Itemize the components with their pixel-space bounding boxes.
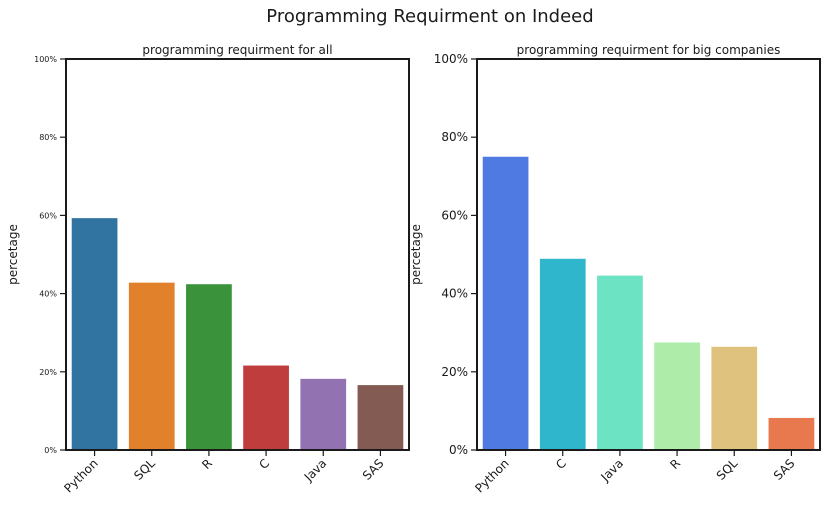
x-tick-label: SQL bbox=[714, 456, 741, 483]
y-tick-label: 20% bbox=[39, 368, 57, 377]
y-tick-label: 100% bbox=[434, 52, 468, 66]
y-tick-label: 0% bbox=[449, 443, 468, 457]
bar-java bbox=[300, 378, 347, 450]
bar-r bbox=[186, 284, 232, 450]
y-tick-label: 40% bbox=[441, 287, 468, 301]
y-tick-label: 80% bbox=[39, 133, 57, 142]
bar-r bbox=[654, 342, 700, 450]
x-tick-label: Python bbox=[472, 456, 511, 495]
y-tick-label: 60% bbox=[39, 211, 57, 220]
chart-panel-big-companies: programming requirment for big companies… bbox=[409, 43, 821, 496]
x-tick-label: SAS bbox=[771, 456, 798, 483]
bar-sas bbox=[357, 385, 404, 450]
x-tick-label: C bbox=[553, 456, 569, 472]
x-tick-label: Java bbox=[597, 456, 626, 485]
bar-java bbox=[597, 275, 643, 450]
subplot-title: programming requirment for all bbox=[142, 43, 332, 57]
bar-c bbox=[539, 258, 586, 450]
subplot-title: programming requirment for big companies bbox=[517, 43, 781, 57]
y-tick-label: 20% bbox=[441, 365, 468, 379]
x-tick-label: Python bbox=[61, 456, 100, 495]
y-tick-label: 80% bbox=[441, 130, 468, 144]
x-tick-label: Java bbox=[301, 456, 330, 485]
y-tick-label: 60% bbox=[441, 208, 468, 222]
x-tick-label: R bbox=[199, 456, 215, 472]
x-tick-label: R bbox=[667, 456, 683, 472]
figure-title: Programming Requirment on Indeed bbox=[266, 6, 593, 27]
bar-sas bbox=[768, 417, 815, 450]
axes-frame bbox=[476, 58, 821, 451]
chart-panel-all: programming requirment for all percetage 0… bbox=[6, 43, 410, 496]
y-axis-label: percetage bbox=[6, 224, 20, 285]
bar-sql bbox=[128, 282, 175, 450]
x-tick-label: C bbox=[256, 456, 272, 472]
bar-sql bbox=[711, 346, 758, 450]
x-tick-label: SAS bbox=[360, 456, 387, 483]
bar-c bbox=[243, 365, 289, 450]
y-tick-label: 100% bbox=[34, 55, 57, 64]
bar-python bbox=[71, 218, 118, 450]
y-axis-label: percetage bbox=[409, 224, 423, 285]
axes-frame bbox=[65, 58, 410, 451]
y-tick-label: 0% bbox=[44, 446, 57, 455]
bar-python bbox=[482, 156, 529, 450]
y-tick-label: 40% bbox=[39, 290, 57, 299]
x-tick-label: SQL bbox=[131, 456, 158, 483]
